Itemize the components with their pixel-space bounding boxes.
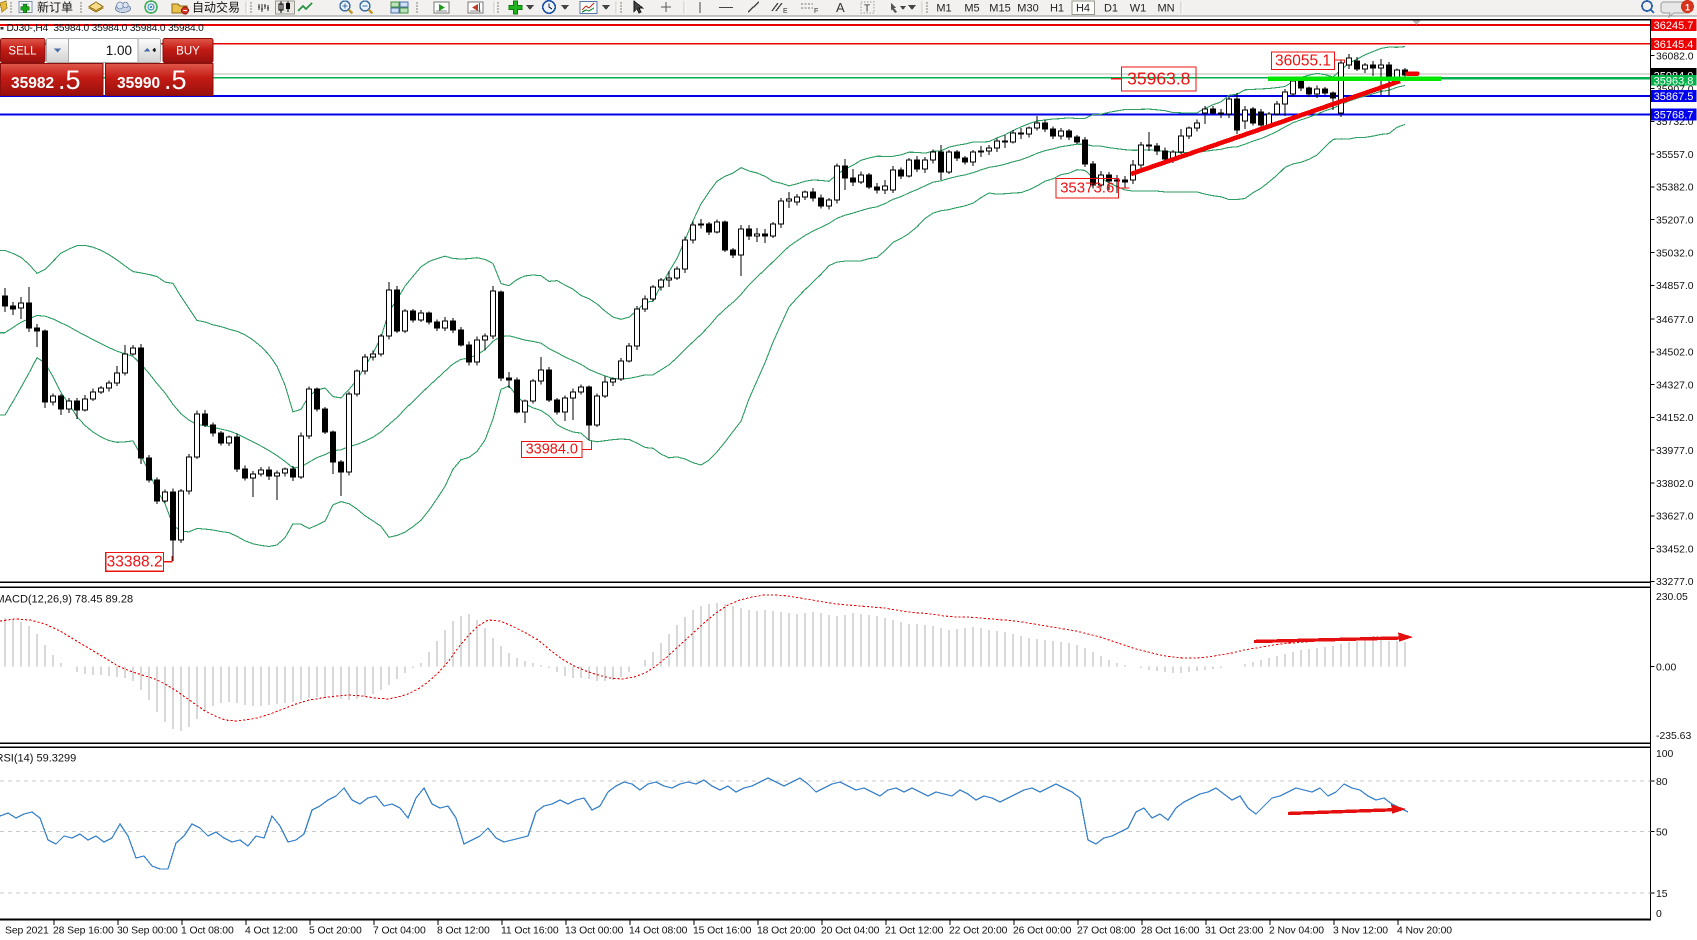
svg-text:33984.0: 33984.0	[526, 442, 578, 458]
svg-text:H4: H4	[1076, 3, 1090, 15]
svg-text:100: 100	[1656, 749, 1674, 760]
svg-text:2 Nov 04:00: 2 Nov 04:00	[1269, 926, 1324, 937]
svg-text:34677.0: 34677.0	[1656, 315, 1694, 326]
svg-text:20 Oct 04:00: 20 Oct 04:00	[821, 926, 880, 937]
svg-text:1: 1	[1685, 3, 1690, 13]
svg-text:36245.7: 36245.7	[1654, 20, 1694, 32]
svg-text:4 Nov 20:00: 4 Nov 20:00	[1397, 926, 1452, 937]
svg-text:80: 80	[1656, 777, 1668, 788]
svg-text:M15: M15	[989, 3, 1010, 15]
svg-text:36082.0: 36082.0	[1656, 52, 1694, 63]
svg-text:34327.0: 34327.0	[1656, 380, 1694, 391]
svg-text:33977.0: 33977.0	[1656, 446, 1694, 457]
svg-text:0.00: 0.00	[1656, 662, 1676, 673]
svg-text:33388.2: 33388.2	[107, 553, 163, 570]
svg-text:35032.0: 35032.0	[1656, 248, 1694, 259]
svg-text:E: E	[783, 8, 788, 15]
svg-text:MACD(12,26,9) 78.45 89.28: MACD(12,26,9) 78.45 89.28	[0, 593, 133, 605]
svg-text:11 Oct 16:00: 11 Oct 16:00	[501, 926, 559, 937]
svg-text:M1: M1	[936, 3, 951, 15]
svg-text:33277.0: 33277.0	[1656, 577, 1694, 588]
svg-text:M30: M30	[1017, 3, 1038, 15]
svg-text:MN: MN	[1157, 3, 1174, 15]
svg-text:36055.1: 36055.1	[1275, 52, 1331, 69]
svg-text:27 Oct 08:00: 27 Oct 08:00	[1077, 926, 1136, 937]
svg-text:35963.8: 35963.8	[1654, 75, 1694, 87]
svg-text:F: F	[814, 8, 818, 15]
svg-text:35990: 35990	[117, 75, 160, 92]
svg-text:W1: W1	[1130, 3, 1147, 15]
svg-text:35557.0: 35557.0	[1656, 150, 1694, 161]
svg-text:33452.0: 33452.0	[1656, 544, 1694, 555]
svg-text:33802.0: 33802.0	[1656, 479, 1694, 490]
svg-text:5 Oct 20:00: 5 Oct 20:00	[309, 926, 362, 937]
svg-text:30 Sep 00:00: 30 Sep 00:00	[117, 926, 178, 937]
svg-text:1.00: 1.00	[106, 43, 132, 58]
svg-text:35963.8: 35963.8	[1127, 68, 1190, 88]
svg-text:35732.0: 35732.0	[1656, 117, 1694, 128]
svg-text:35207.0: 35207.0	[1656, 216, 1694, 227]
svg-text:DJ30-,H4 35984.0 35984.0 3598: DJ30-,H4 35984.0 35984.0 35984.0 35984.0	[7, 23, 205, 34]
svg-text:8 Oct 12:00: 8 Oct 12:00	[437, 926, 490, 937]
svg-text:新订单: 新订单	[37, 0, 73, 15]
svg-text:SELL: SELL	[8, 46, 37, 58]
svg-text:34857.0: 34857.0	[1656, 281, 1694, 292]
svg-text:35382.0: 35382.0	[1656, 183, 1694, 194]
svg-text:1 Oct 08:00: 1 Oct 08:00	[181, 926, 234, 937]
svg-text:15 Oct 16:00: 15 Oct 16:00	[693, 926, 752, 937]
svg-text:.5: .5	[58, 65, 81, 95]
svg-text:13 Oct 00:00: 13 Oct 00:00	[565, 926, 624, 937]
svg-text:26 Oct 00:00: 26 Oct 00:00	[1013, 926, 1072, 937]
svg-text:7 Oct 04:00: 7 Oct 04:00	[373, 926, 426, 937]
svg-text:34502.0: 34502.0	[1656, 348, 1694, 359]
svg-text:3 Nov 12:00: 3 Nov 12:00	[1333, 926, 1388, 937]
svg-text:31 Oct 23:00: 31 Oct 23:00	[1205, 926, 1264, 937]
svg-text:28 Oct 16:00: 28 Oct 16:00	[1141, 926, 1200, 937]
svg-text:M5: M5	[964, 3, 979, 15]
svg-text:RSI(14) 59.3299: RSI(14) 59.3299	[0, 753, 76, 765]
svg-text:35867.5: 35867.5	[1654, 91, 1694, 103]
svg-text:Sep 2021: Sep 2021	[5, 926, 49, 937]
svg-text:50: 50	[1656, 827, 1668, 838]
svg-text:BUY: BUY	[176, 46, 200, 58]
svg-text:18 Oct 20:00: 18 Oct 20:00	[757, 926, 816, 937]
svg-text:自动交易: 自动交易	[192, 0, 240, 15]
svg-text:35768.7: 35768.7	[1654, 110, 1694, 122]
svg-text:35984.0: 35984.0	[1654, 71, 1694, 83]
svg-text:4 Oct 12:00: 4 Oct 12:00	[245, 926, 298, 937]
svg-text:33627.0: 33627.0	[1656, 512, 1694, 523]
svg-text:35982: 35982	[11, 75, 54, 92]
svg-text:28 Sep 16:00: 28 Sep 16:00	[53, 926, 114, 937]
svg-text:35907.0: 35907.0	[1656, 84, 1694, 95]
svg-text:21 Oct 12:00: 21 Oct 12:00	[885, 926, 944, 937]
svg-text:15: 15	[1656, 889, 1668, 900]
svg-text:14 Oct 08:00: 14 Oct 08:00	[629, 926, 688, 937]
svg-text:T: T	[864, 4, 870, 15]
svg-text:230.05: 230.05	[1656, 592, 1688, 603]
svg-text:22 Oct 20:00: 22 Oct 20:00	[949, 926, 1008, 937]
svg-text:36145.4: 36145.4	[1654, 39, 1694, 51]
svg-text:.5: .5	[164, 65, 187, 95]
svg-text:H1: H1	[1050, 3, 1064, 15]
svg-text:0: 0	[1656, 909, 1662, 920]
svg-text:D1: D1	[1104, 3, 1118, 15]
svg-text:-235.63: -235.63	[1656, 731, 1691, 742]
svg-text:A: A	[836, 0, 845, 15]
svg-text:35373.6: 35373.6	[1060, 180, 1114, 197]
svg-text:34152.0: 34152.0	[1656, 413, 1694, 424]
